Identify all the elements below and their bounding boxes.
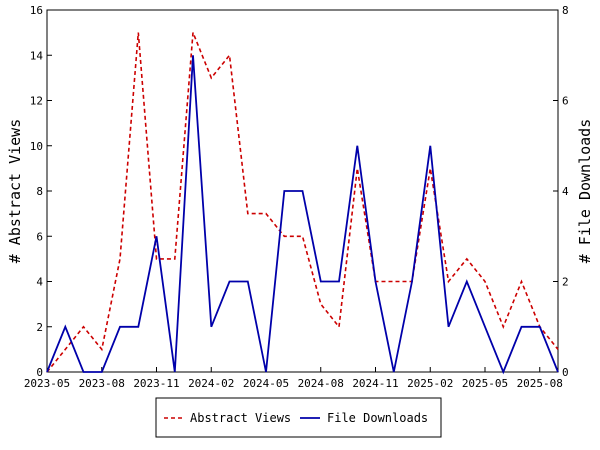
y2-tick-label: 6 (562, 95, 569, 108)
legend-label-abstract-views: Abstract Views (190, 411, 291, 425)
ticks: 0 2 4 6 8 10 12 14 16 0 2 4 6 8 2023-05 2023-08 2023-11 2… (24, 4, 569, 390)
y-tick-label: 10 (30, 140, 43, 153)
y2-tick-label: 0 (562, 366, 569, 379)
x-tick-label: 2024-05 (243, 377, 289, 390)
y-tick-label: 6 (36, 230, 43, 243)
x-tick-label: 2024-02 (188, 377, 234, 390)
x-tick-label: 2025-05 (462, 377, 508, 390)
y-tick-label: 16 (30, 4, 43, 17)
x-tick-label: 2024-11 (352, 377, 398, 390)
x-tick-label: 2023-08 (79, 377, 125, 390)
y-tick-label: 14 (30, 49, 44, 62)
series-lines (46, 32, 559, 375)
y-tick-label: 8 (36, 185, 43, 198)
y-tick-label: 4 (36, 276, 43, 289)
x-tick-label: 2023-05 (24, 377, 70, 390)
y-tick-label: 0 (36, 366, 43, 379)
y-tick-label: 2 (36, 321, 43, 334)
x-tick-label: 2024-08 (298, 377, 344, 390)
x-tick-label: 2025-02 (407, 377, 453, 390)
y2-tick-label: 4 (562, 185, 569, 198)
series-line-file-downloads (46, 55, 559, 375)
x-tick-label: 2025-08 (517, 377, 563, 390)
x-tick-label: 2023-11 (133, 377, 179, 390)
legend-box (155, 397, 442, 438)
y2-axis-title: # File Downloads (576, 119, 594, 264)
legend-label-file-downloads: File Downloads (327, 411, 428, 425)
legend: Abstract Views File Downloads (155, 397, 442, 438)
y2-tick-label: 2 (562, 276, 569, 289)
y-axis-title: # Abstract Views (6, 119, 24, 264)
y-tick-label: 12 (30, 95, 43, 108)
y2-tick-label: 8 (562, 4, 569, 17)
series-line-abstract-views (46, 32, 559, 373)
